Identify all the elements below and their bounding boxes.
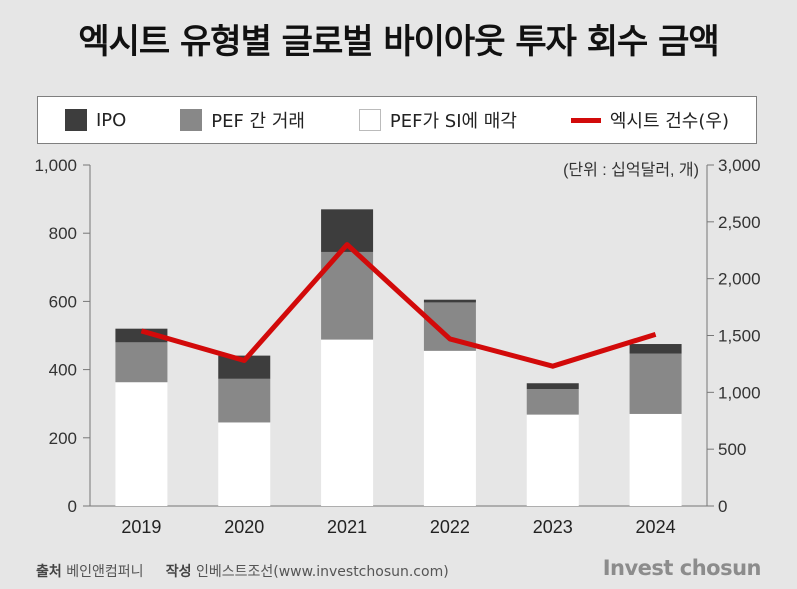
bar-segment <box>321 339 374 506</box>
x-tick-label: 2019 <box>121 517 161 537</box>
bar-segment <box>218 355 271 379</box>
source-text: 베인앤컴퍼니 <box>66 564 144 580</box>
unit-note: (단위 : 십억달러, 개) <box>563 161 699 179</box>
legend-label: IPO <box>95 109 127 131</box>
legend-item: IPO <box>64 109 127 131</box>
left-tick-label: 1,000 <box>34 156 77 175</box>
author-label: 작성 <box>165 564 192 580</box>
legend-swatch <box>570 117 601 123</box>
legend-label: 엑시트 건수(우) <box>609 111 729 132</box>
bar-segment <box>629 344 682 354</box>
legend-swatch <box>180 109 203 131</box>
legend-swatch <box>64 109 87 131</box>
right-tick-label: 0 <box>718 497 727 516</box>
bar-segment <box>218 422 271 506</box>
right-tick-label: 2,000 <box>718 270 761 289</box>
left-tick-label: 0 <box>68 497 77 516</box>
bar-segment <box>526 389 579 415</box>
right-tick-label: 1,500 <box>718 327 761 346</box>
bar-segment <box>218 378 271 423</box>
source-footer: 출처 베인앤컴퍼니 작성 인베스트조선(www.investchosun.com… <box>36 561 449 581</box>
bar-segment <box>423 299 476 303</box>
left-tick-label: 200 <box>49 429 77 448</box>
bar-segment <box>629 413 682 506</box>
x-tick-label: 2022 <box>430 517 470 537</box>
x-tick-label: 2021 <box>327 517 367 537</box>
exit-count-line <box>140 242 657 369</box>
legend: IPO PEF 간 거래 PEF가 SI에 매각 엑시트 건수(우) <box>37 96 757 144</box>
bar-segment <box>526 383 579 390</box>
right-tick-label: 1,000 <box>718 383 761 402</box>
x-tick-label: 2023 <box>533 517 573 537</box>
left-tick-label: 800 <box>49 224 77 243</box>
brand-logo: Invest chosun <box>602 556 762 580</box>
right-tick-label: 2,500 <box>718 213 761 232</box>
legend-swatch <box>358 109 381 131</box>
legend-label: PEF가 SI에 매각 <box>389 111 517 132</box>
bar-segment <box>526 414 579 506</box>
bar-segment <box>115 382 168 506</box>
bar-segment <box>115 342 168 383</box>
right-tick-label: 500 <box>718 440 746 459</box>
legend-label: PEF 간 거래 <box>211 111 305 132</box>
legend-item: PEF 간 거래 <box>180 107 305 133</box>
left-tick-label: 400 <box>49 361 77 380</box>
x-tick-label: 2020 <box>224 517 264 537</box>
left-tick-label: 600 <box>49 292 77 311</box>
source-label: 출처 <box>36 564 62 580</box>
bar-segment <box>423 350 476 506</box>
legend-item: 엑시트 건수(우) <box>570 107 729 133</box>
chart-title: 엑시트 유형별 글로벌 바이아웃 투자 회수 금액 <box>78 22 719 62</box>
bar-segment <box>629 353 682 414</box>
legend-item: PEF가 SI에 매각 <box>358 107 517 133</box>
author-text: 인베스트조선(www.investchosun.com) <box>195 564 449 580</box>
right-tick-label: 3,000 <box>718 156 761 175</box>
x-tick-label: 2024 <box>636 517 676 537</box>
